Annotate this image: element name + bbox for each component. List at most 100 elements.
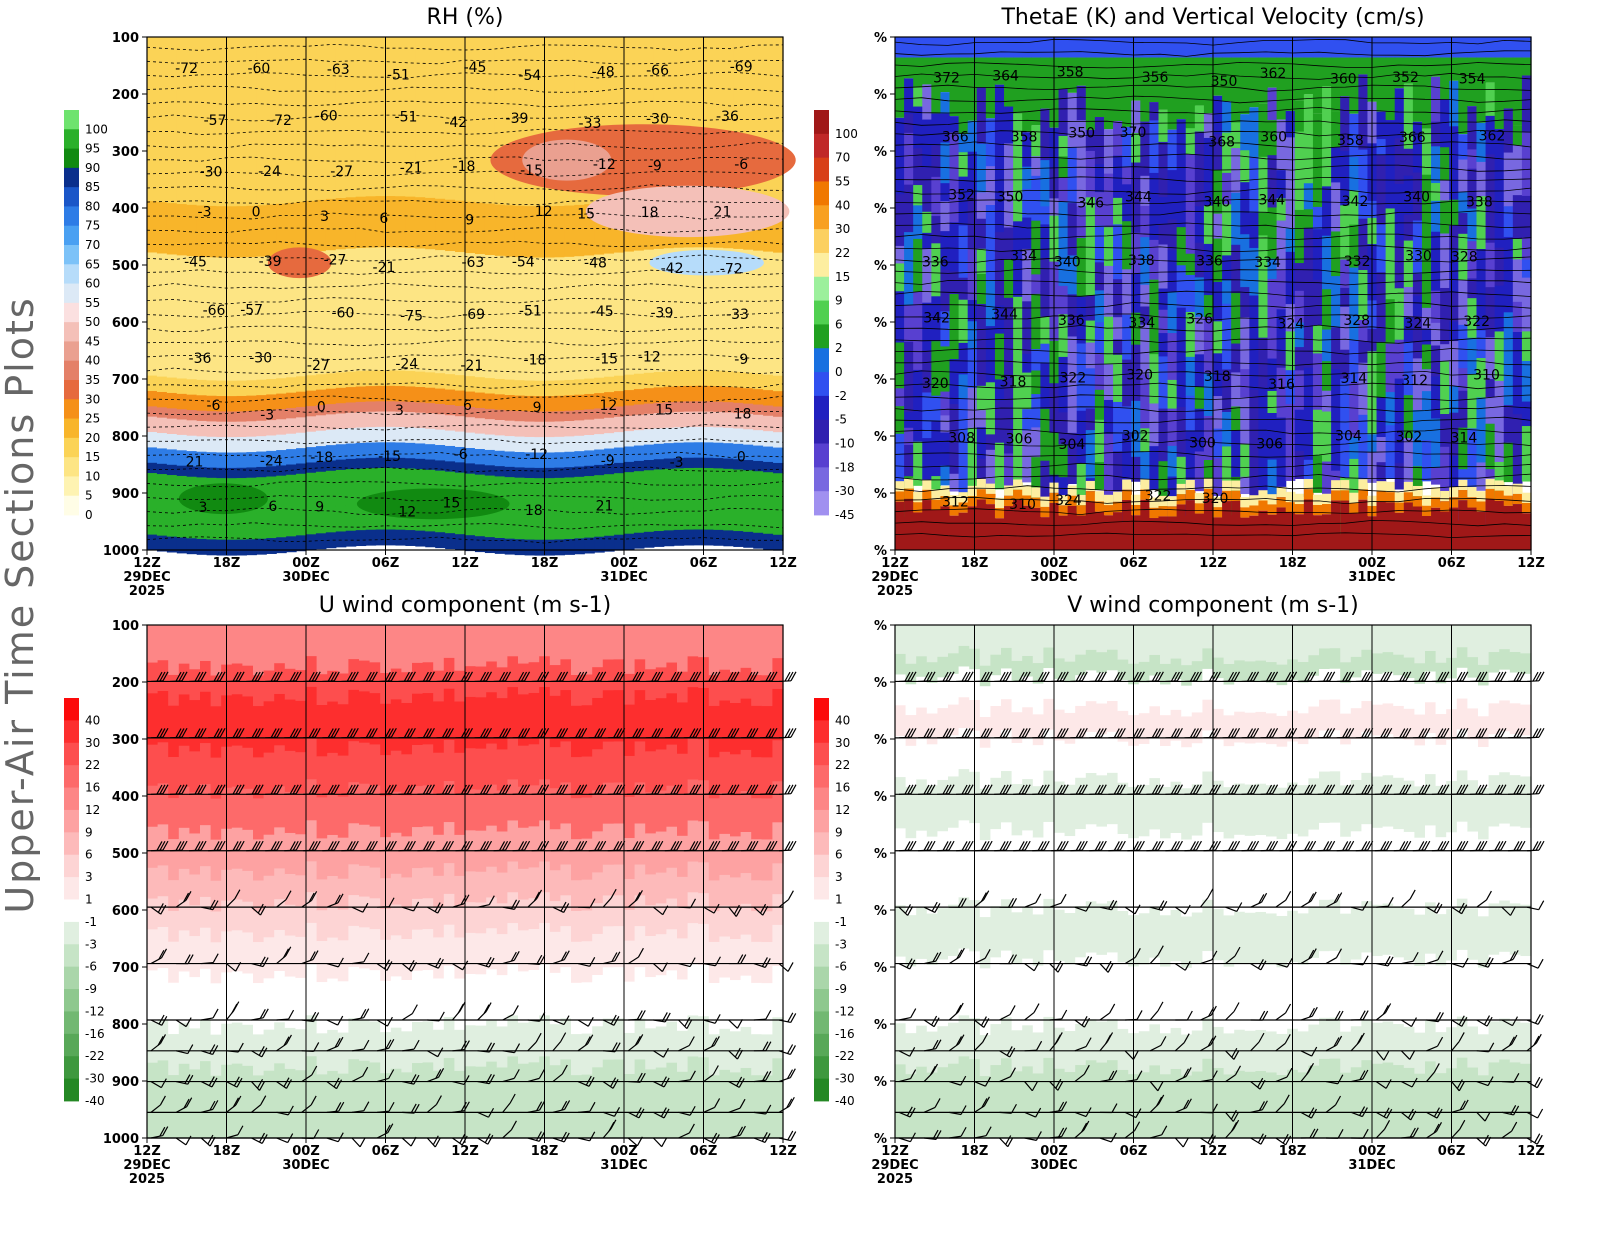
- thetae-cell: [1431, 57, 1441, 77]
- wind-cell: [242, 625, 254, 667]
- wind-barb-flag: [730, 840, 737, 851]
- thetae-cell: [1494, 247, 1505, 287]
- rh-field-cell: [514, 421, 526, 438]
- thetae-cell: [1013, 273, 1023, 298]
- wind-cell: [926, 964, 938, 1033]
- wind-cell: [979, 665, 991, 687]
- thetae-cell: [1058, 495, 1069, 506]
- wind-cell: [1001, 625, 1013, 649]
- thetae-cell: [1440, 57, 1450, 100]
- rh-field-cell: [325, 429, 337, 446]
- wind-cell: [645, 669, 657, 701]
- rh-contour-label: 9: [533, 400, 542, 416]
- wind-cell: [772, 781, 784, 823]
- wind-cell: [1393, 1024, 1405, 1066]
- rh-contour-label: -42: [661, 261, 684, 277]
- rh-field-cell: [594, 464, 605, 476]
- rh-field-cell: [504, 37, 516, 175]
- rh-field-cell: [256, 420, 267, 437]
- wind-barb-flag: [752, 840, 759, 851]
- thetae-cell: [1358, 499, 1369, 550]
- wind-cell: [147, 693, 159, 746]
- wind-barb-flag: [270, 784, 277, 795]
- wind-cell: [624, 625, 636, 675]
- wind-barb-flag: [282, 948, 289, 959]
- wind-barb-flag: [585, 1075, 592, 1086]
- wind-cell: [1255, 625, 1267, 662]
- wind-barb-flag: [232, 841, 239, 851]
- wind-barb-flag: [387, 1123, 394, 1133]
- thetae-colorbar-label: 6: [835, 317, 843, 331]
- wind-cell: [295, 936, 307, 979]
- wind-cell: [507, 923, 519, 965]
- wind-barb-flag: [371, 840, 378, 851]
- wind-barb-flag: [711, 671, 718, 682]
- wind-cell: [761, 839, 773, 882]
- wind-barb-flag: [575, 728, 582, 738]
- wind-cell: [895, 1023, 907, 1065]
- wind-cell: [412, 1063, 424, 1139]
- thetae-cell: [1340, 306, 1350, 351]
- wind-barb-flag: [368, 671, 375, 682]
- wind-barb-flag: [752, 784, 759, 794]
- rh-field-cell: [504, 513, 516, 540]
- thetae-cell: [1458, 427, 1468, 453]
- wind-cell: [422, 867, 434, 899]
- thetae-time-tick-label: 00Z: [1358, 556, 1386, 571]
- wind-cell: [1350, 959, 1362, 1027]
- thetae-cell: [1258, 387, 1269, 433]
- thetae-cell: [1213, 458, 1223, 496]
- wind-cell: [655, 790, 667, 833]
- thetae-cell: [1122, 433, 1132, 474]
- thetae-cell: [1512, 125, 1523, 146]
- wind-cell: [1170, 679, 1182, 711]
- rh-field-cell: [147, 170, 158, 202]
- thetae-cell: [1512, 57, 1523, 126]
- thetae-cell: [985, 37, 996, 58]
- wind-cell: [990, 906, 1002, 958]
- rh-field-cell: [365, 529, 377, 546]
- rh-field-cell: [355, 427, 367, 444]
- rh-field-cell: [594, 408, 605, 420]
- wind-barb-flag: [513, 951, 520, 961]
- rh-field-cell: [385, 426, 397, 443]
- wind-cell: [1425, 702, 1437, 734]
- wind-cell: [1414, 914, 1426, 967]
- wind-barb-flag: [768, 784, 775, 795]
- wind-cell: [231, 786, 243, 829]
- thetae-cell: [1103, 456, 1114, 504]
- wind-cell: [1022, 1025, 1034, 1067]
- rh-field-cell: [395, 401, 406, 413]
- wind-barb: [301, 1074, 313, 1083]
- rh-field-cell: [455, 200, 466, 253]
- wind-barb-flag: [403, 841, 410, 851]
- rh-field-cell: [564, 395, 575, 412]
- wind-barb-flag: [673, 671, 680, 682]
- wind-cell: [916, 738, 928, 780]
- wind-cell: [1054, 1027, 1066, 1070]
- wind-cell: [602, 967, 614, 1020]
- wind-barb-flag: [708, 671, 715, 682]
- thetae-cell: [1494, 214, 1505, 249]
- wind-barb-flag: [273, 671, 280, 682]
- thetae-cell: [1494, 331, 1505, 382]
- wind-barb-flag: [425, 671, 432, 682]
- rh-field-cell: [306, 431, 317, 448]
- wind-barb-flag: [739, 1125, 746, 1136]
- rh-field-cell: [643, 506, 655, 533]
- wind-barb-flag: [559, 728, 566, 738]
- wind-cell: [295, 625, 307, 671]
- thetae-cell: [1331, 490, 1341, 501]
- wind-cell: [1435, 662, 1447, 684]
- thetae-cell: [949, 336, 960, 360]
- rh-field-cell: [276, 378, 287, 395]
- wind-cell: [390, 668, 402, 700]
- thetae-cell: [1158, 141, 1169, 198]
- rh-field-cell: [236, 257, 247, 361]
- thetae-cell: [1285, 512, 1296, 550]
- wind-cell: [1509, 903, 1521, 956]
- thetae-cell: [1394, 463, 1405, 490]
- rh-contour-label: -12: [525, 447, 548, 463]
- wind-cell: [581, 910, 593, 942]
- rh-field-cell: [753, 532, 764, 549]
